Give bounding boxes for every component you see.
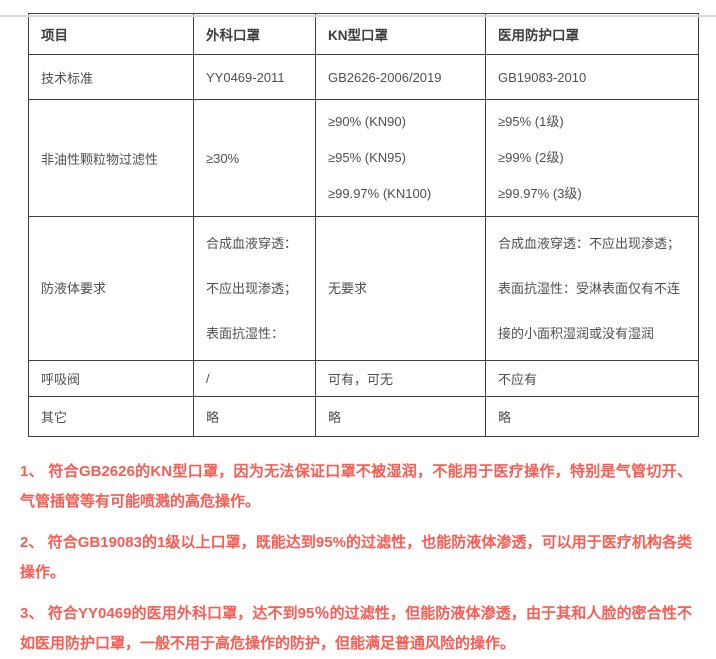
table-row-other: 其它 略 略 略	[28, 396, 699, 437]
table-cell: 合成血液穿透：不应出现渗透；表面抗湿性：受淋表面仅有不连接的小面积湿润或没有湿润	[485, 216, 699, 361]
cell-line: ≥99.97% (3级)	[498, 186, 582, 201]
top-divider-line	[0, 15, 716, 17]
note-1: 1、 符合GB2626的KN型口罩，因为无法保证口罩不被湿润，不能用于医疗操作，…	[20, 463, 692, 510]
table-cell: ≥95% (1级) ≥99% (2级) ≥99.97% (3级)	[485, 99, 699, 217]
table-cell: ≥90% (KN90) ≥95% (KN95) ≥99.97% (KN100)	[315, 99, 486, 217]
table-cell: 略	[193, 396, 316, 437]
table-header-row: 项目 外科口罩 KN型口罩 医用防护口罩	[28, 13, 699, 55]
cell-line: ≥95% (KN95)	[328, 150, 406, 165]
table-cell: 不应有	[485, 360, 699, 397]
note-2: 2、 符合GB19083的1级以上口罩，既能达到95%的过滤性，也能防液体渗透，…	[20, 534, 692, 581]
table-cell: GB2626-2006/2019	[315, 54, 486, 100]
row-label: 防液体要求	[28, 216, 194, 361]
table-cell: ≥30%	[193, 99, 316, 217]
col-header-medical-protective-mask: 医用防护口罩	[485, 13, 699, 55]
col-header-surgical-mask: 外科口罩	[193, 13, 316, 55]
table-cell: /	[193, 360, 316, 397]
cell-line: ≥99% (2级)	[498, 150, 564, 165]
col-header-item: 项目	[28, 13, 194, 55]
table-row-particle-filtration: 非油性颗粒物过滤性 ≥30% ≥90% (KN90) ≥95% (KN95) ≥…	[28, 99, 699, 217]
table-cell: GB19083-2010	[485, 54, 699, 100]
row-label: 其它	[28, 396, 194, 437]
cell-line: ≥99.97% (KN100)	[328, 186, 432, 201]
row-label: 非油性颗粒物过滤性	[28, 99, 194, 217]
mask-comparison-table: 项目 外科口罩 KN型口罩 医用防护口罩 技术标准 YY0469-2011 GB…	[28, 13, 699, 437]
cell-line: ≥95% (1级)	[498, 114, 564, 129]
table-cell: 可有，可无	[315, 360, 486, 397]
table-cell: 略	[485, 396, 699, 437]
row-label: 呼吸阀	[28, 360, 194, 397]
note-3: 3、 符合YY0469的医用外科口罩，达不到95％的过滤性，但能防液体渗透，由于…	[20, 605, 692, 652]
table-cell: YY0469-2011	[193, 54, 316, 100]
cell-line: ≥90% (KN90)	[328, 114, 406, 129]
table-cell: 略	[315, 396, 486, 437]
table-row-technical-standard: 技术标准 YY0469-2011 GB2626-2006/2019 GB1908…	[28, 54, 699, 100]
table-row-liquid-resistance: 防液体要求 合成血液穿透：不应出现渗透；表面抗湿性： 无要求 合成血液穿透：不应…	[28, 216, 699, 361]
table-cell: 无要求	[315, 216, 486, 361]
table-cell: 合成血液穿透：不应出现渗透；表面抗湿性：	[193, 216, 316, 361]
table-row-exhalation-valve: 呼吸阀 / 可有，可无 不应有	[28, 360, 699, 397]
col-header-kn-mask: KN型口罩	[315, 13, 486, 55]
row-label: 技术标准	[28, 54, 194, 100]
